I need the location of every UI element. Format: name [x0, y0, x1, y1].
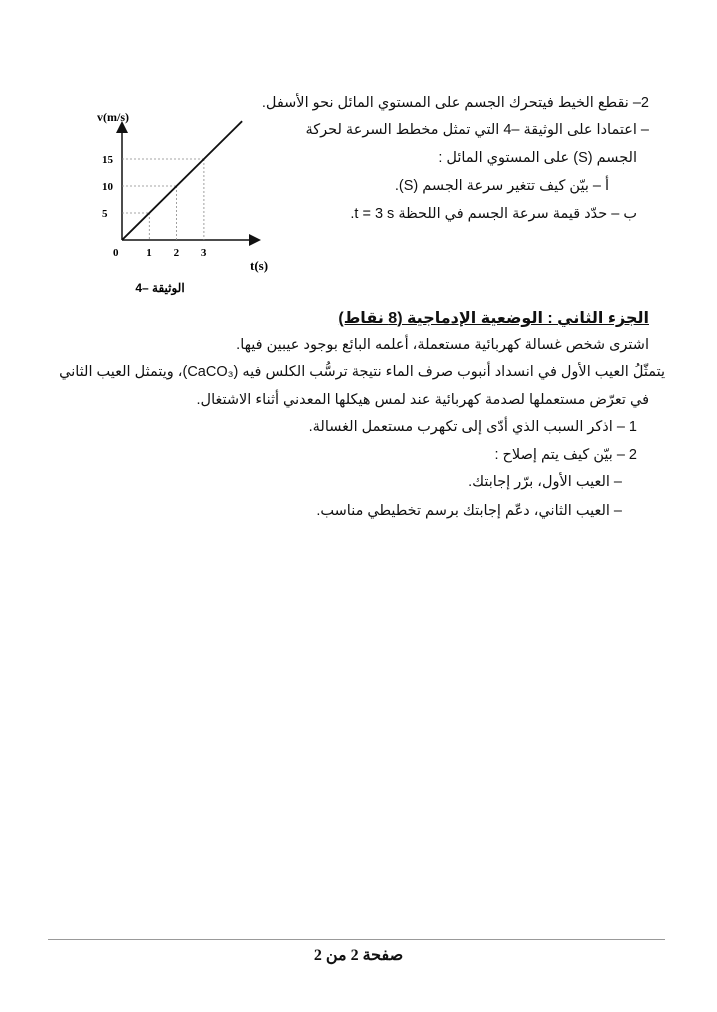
question-2-item-2: – العيب الثاني، دعّم إجابتك برسم تخطيطي … [316, 503, 622, 519]
x-tick-label: 3 [201, 247, 207, 259]
y-tick-label: 5 [102, 208, 108, 220]
part-2-heading: الجزء الثاني : الوضعية الإدماجية (8 نقاط… [338, 310, 649, 327]
paragraph-line: اشترى شخص غسالة كهربائية مستعملة، أعلمه … [236, 337, 649, 353]
question-2b: ب – حدّد قيمة سرعة الجسم في اللحظة t = 3… [350, 206, 637, 222]
x-axis-label: t(s) [250, 258, 268, 273]
question-1: 1 – اذكر السبب الذي أدّى إلى تكهرب مستعم… [308, 419, 637, 435]
question-2-instruction: – اعتمادا على الوثيقة –4 التي تمثل مخطط … [305, 122, 649, 138]
question-2-instruction-cont: الجسم (S) على المستوي المائل : [438, 150, 637, 166]
x-tick-label: 1 [146, 247, 152, 259]
y-tick-label: 15 [102, 154, 114, 166]
paragraph-line: في تعرّض مستعملها لصدمة كهربائية عند لمس… [196, 392, 649, 408]
y-tick-label: 10 [102, 181, 114, 193]
page-number: صفحة 2 من 2 [313, 947, 404, 964]
y-axis-label: v(m/s) [97, 110, 129, 124]
question-2a: أ – بيّن كيف تتغير سرعة الجسم (S). [394, 178, 609, 194]
x-tick-label: 2 [174, 247, 180, 259]
velocity-time-graph: 1 2 3 5 10 15 v(m/s) t(s) 0 الوثيقة –4 [97, 110, 268, 296]
question-2: 2 – بيّن كيف يتم إصلاح : [494, 447, 638, 463]
question-2-item-1: – العيب الأول، برّر إجابتك. [468, 474, 622, 490]
figure-caption: الوثيقة –4 [135, 281, 184, 296]
question-2: 2– نقطع الخيط فيتحرك الجسم على المستوي ا… [261, 95, 649, 111]
paragraph-line: يتمثّلُ العيب الأول في انسداد أنبوب صرف … [59, 364, 665, 380]
velocity-line [121, 120, 243, 241]
footer-divider [48, 939, 665, 940]
origin-label: 0 [113, 247, 119, 259]
